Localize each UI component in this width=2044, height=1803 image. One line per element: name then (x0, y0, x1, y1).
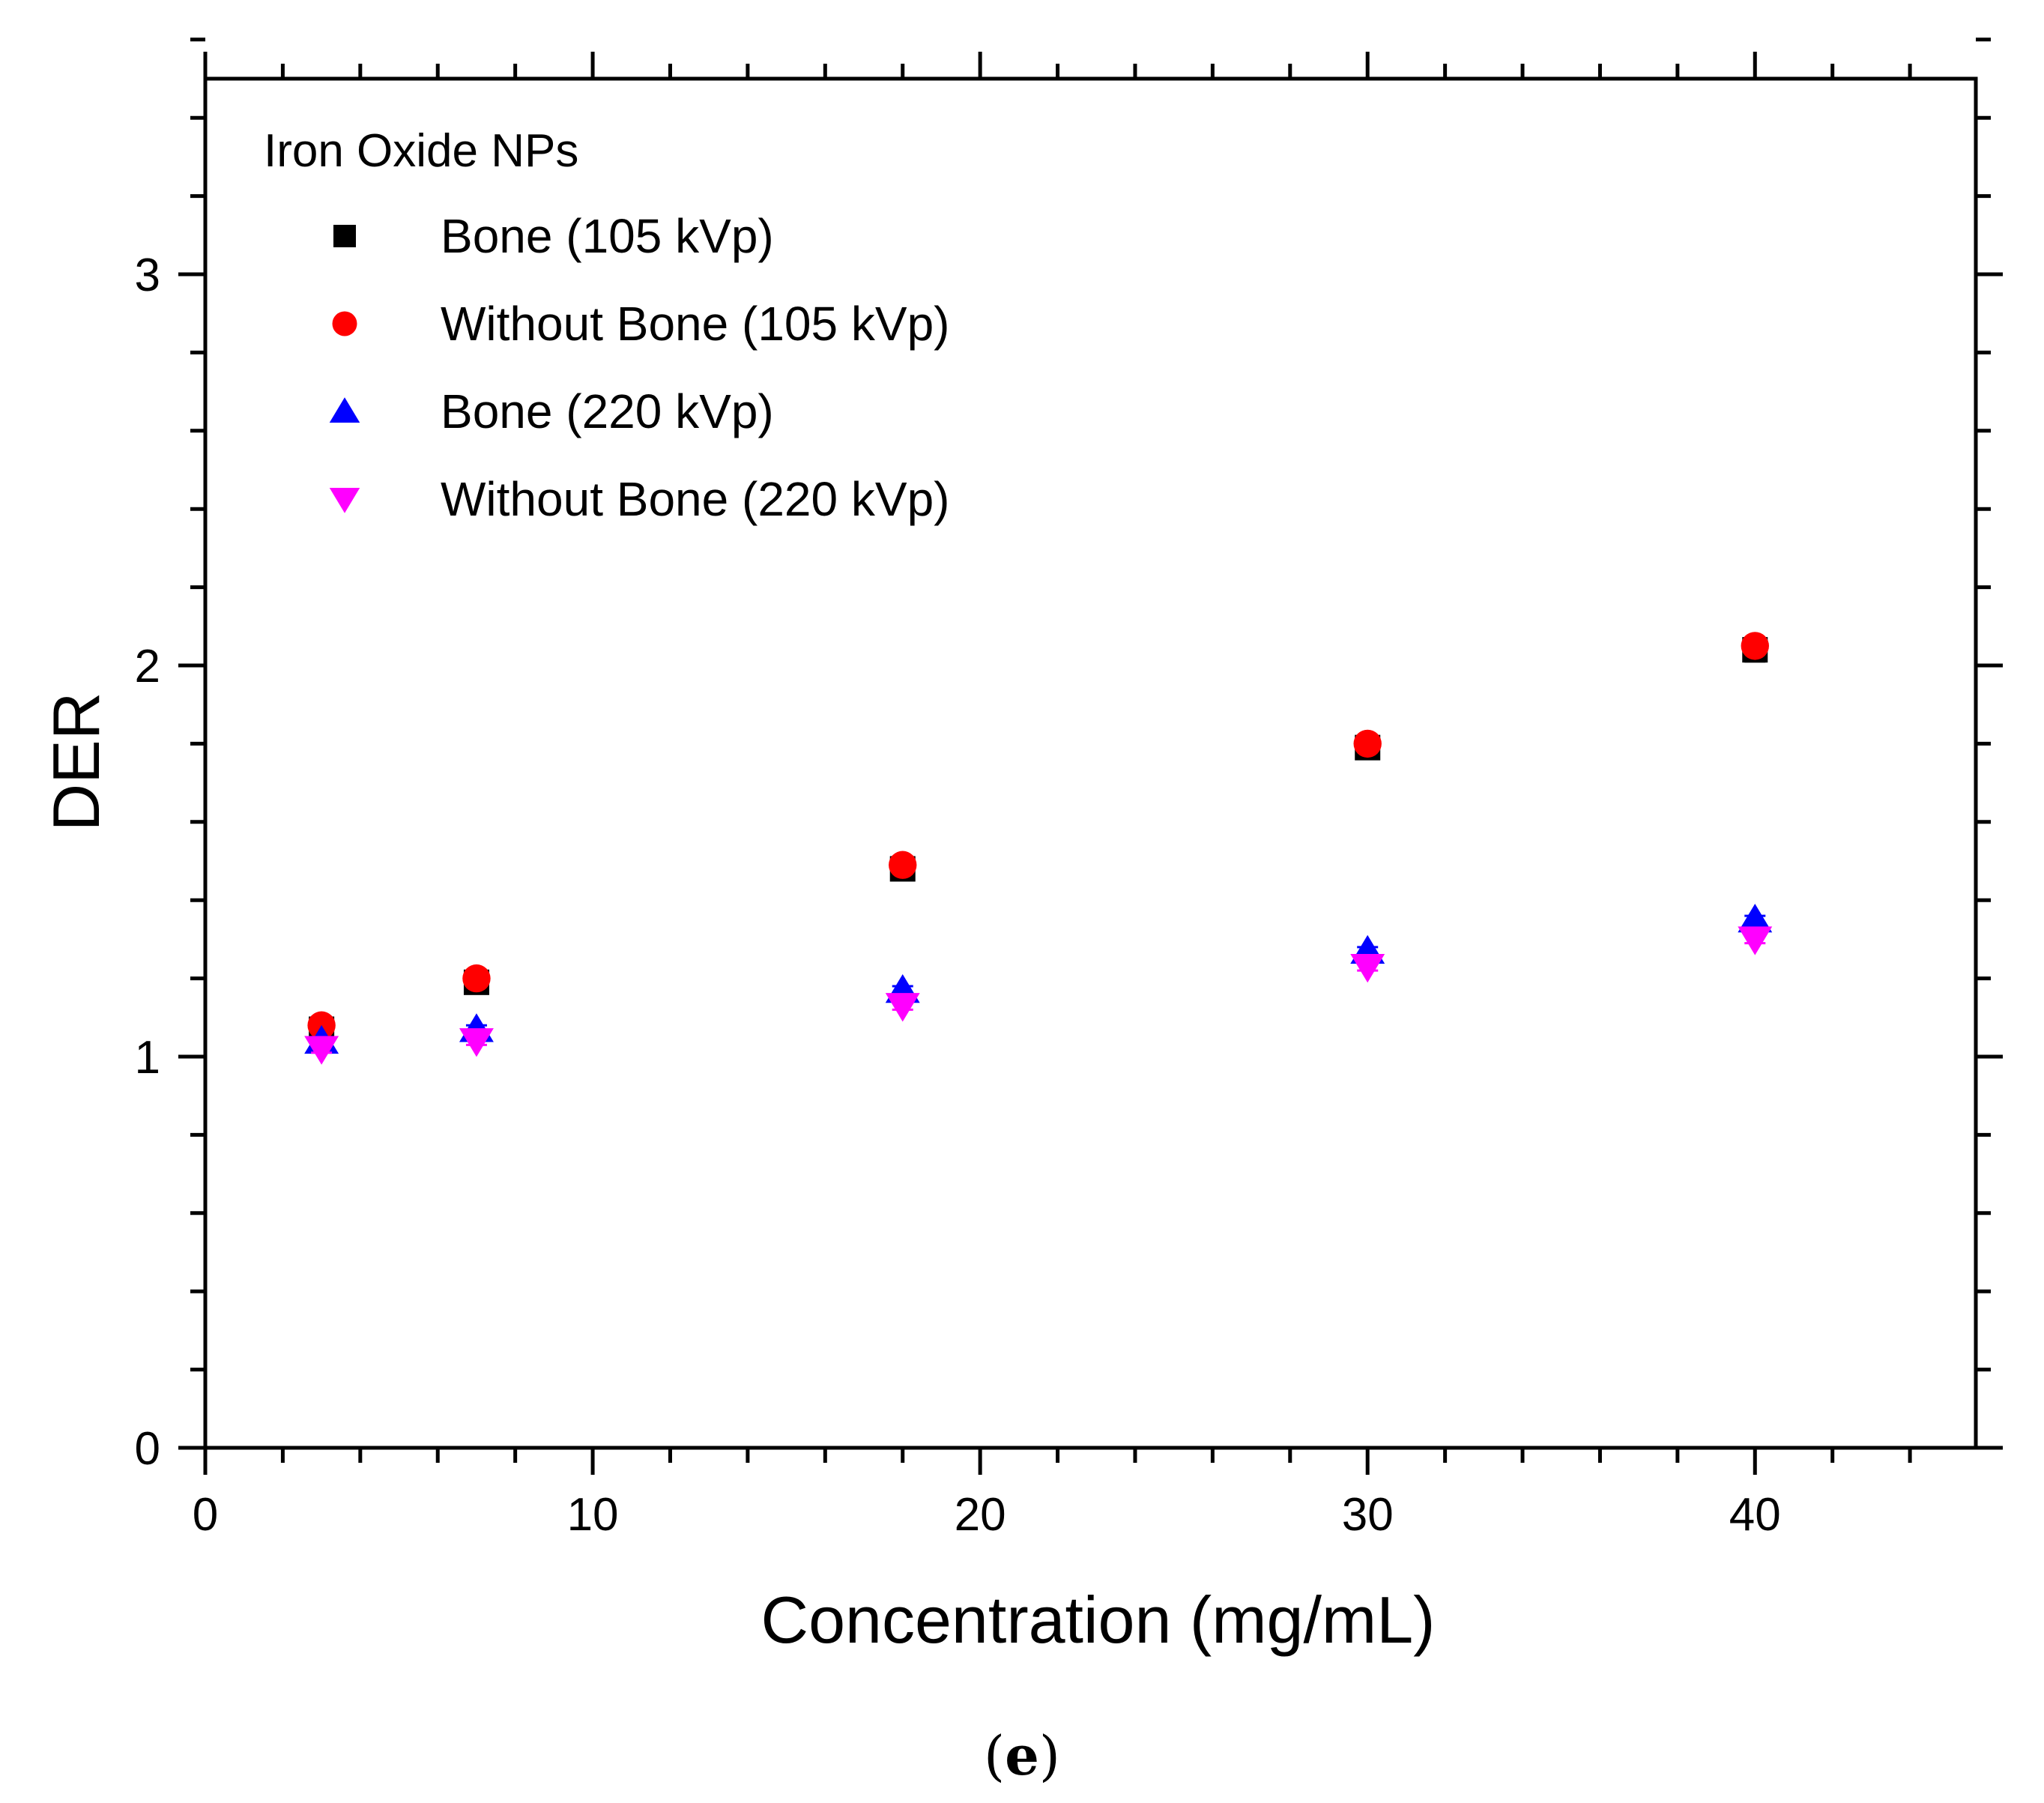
legend-label: Bone (105 kVp) (441, 209, 774, 263)
panel-label-letter: e (1005, 1724, 1039, 1787)
panel-label-close: ) (1038, 1724, 1060, 1787)
data-point-triangle-down (459, 1028, 494, 1057)
x-tick-label: 30 (1342, 1489, 1394, 1541)
data-point-triangle-down (885, 993, 920, 1022)
x-axis-label: Concentration (mg/mL) (761, 1583, 1436, 1657)
legend-marker-triangle-up (329, 397, 360, 423)
y-tick-label: 1 (135, 1032, 160, 1084)
data-point-circle (1741, 632, 1769, 660)
y-axis-label: DER (39, 692, 113, 832)
legend-label: Without Bone (220 kVp) (441, 472, 949, 526)
data-point-circle (1353, 729, 1382, 758)
legend-marker-circle (332, 311, 357, 336)
panel-label: (e) (0, 1724, 2044, 1787)
data-point-circle (462, 964, 491, 993)
legend-label: Bone (220 kVp) (441, 384, 774, 438)
y-tick-label: 2 (135, 641, 160, 692)
data-point-triangle-down (1738, 926, 1773, 955)
y-tick-label: 3 (135, 250, 160, 301)
data-point-triangle-up (1738, 904, 1773, 933)
x-tick-label: 20 (955, 1489, 1006, 1541)
data-point-triangle-down (1350, 953, 1385, 983)
data-point-circle (889, 851, 917, 879)
legend-marker-triangle-down (329, 488, 360, 513)
x-tick-label: 10 (567, 1489, 619, 1541)
x-tick-label: 0 (193, 1489, 218, 1541)
data-point-triangle-down (304, 1036, 339, 1065)
legend-label: Without Bone (105 kVp) (441, 297, 949, 351)
x-tick-label: 40 (1729, 1489, 1781, 1541)
legend-marker-square (333, 225, 356, 247)
plot-frame (203, 76, 1978, 1450)
panel-label-open: ( (984, 1724, 1006, 1787)
legend-title: Iron Oxide NPs (264, 125, 578, 177)
y-tick-label: 0 (135, 1423, 160, 1475)
